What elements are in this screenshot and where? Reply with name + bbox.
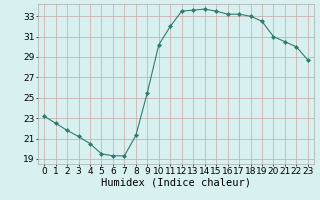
- X-axis label: Humidex (Indice chaleur): Humidex (Indice chaleur): [101, 178, 251, 188]
